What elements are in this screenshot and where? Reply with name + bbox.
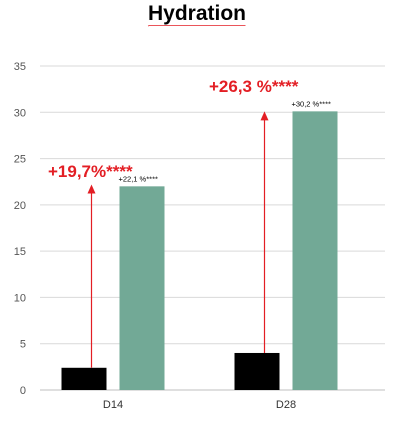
title-squiggle xyxy=(147,25,246,27)
annotation-arrow-head xyxy=(87,184,96,194)
grid xyxy=(40,65,385,391)
annotations: +19,7%****+22,1 %**** +26,3 %**** +30,2 %*… xyxy=(48,77,331,368)
y-axis: 0 5 10 15 20 25 30 35 xyxy=(14,61,26,397)
y-tick-label: 5 xyxy=(20,339,26,351)
y-tick-label: 20 xyxy=(14,200,26,212)
bar-d28-series-2 xyxy=(292,111,338,391)
annotation-secondary-label: +30,2 %**** xyxy=(292,99,331,108)
bar-d28-series-1 xyxy=(234,352,280,390)
y-tick-label: 10 xyxy=(14,292,26,304)
y-tick-label: 30 xyxy=(14,107,26,119)
y-tick-label: 0 xyxy=(20,385,26,397)
y-tick-label: 15 xyxy=(14,246,26,258)
x-tick-label: D28 xyxy=(276,399,296,411)
bars xyxy=(61,111,338,391)
x-axis: D14 D28 xyxy=(103,399,296,411)
y-tick-label: 35 xyxy=(14,61,26,73)
annotation-arrow-head xyxy=(260,111,269,121)
bar-d14-series-1 xyxy=(61,367,107,390)
y-tick-label: 25 xyxy=(14,154,26,166)
annotation-secondary-label: +22,1 %**** xyxy=(119,174,158,183)
bar-d14-series-2 xyxy=(119,186,165,390)
x-tick-label: D14 xyxy=(103,399,123,411)
chart-title: Hydration xyxy=(148,2,246,25)
annotation-main-label: +19,7%**** xyxy=(48,162,133,181)
annotation-main-label: +26,3 %**** xyxy=(209,77,299,96)
